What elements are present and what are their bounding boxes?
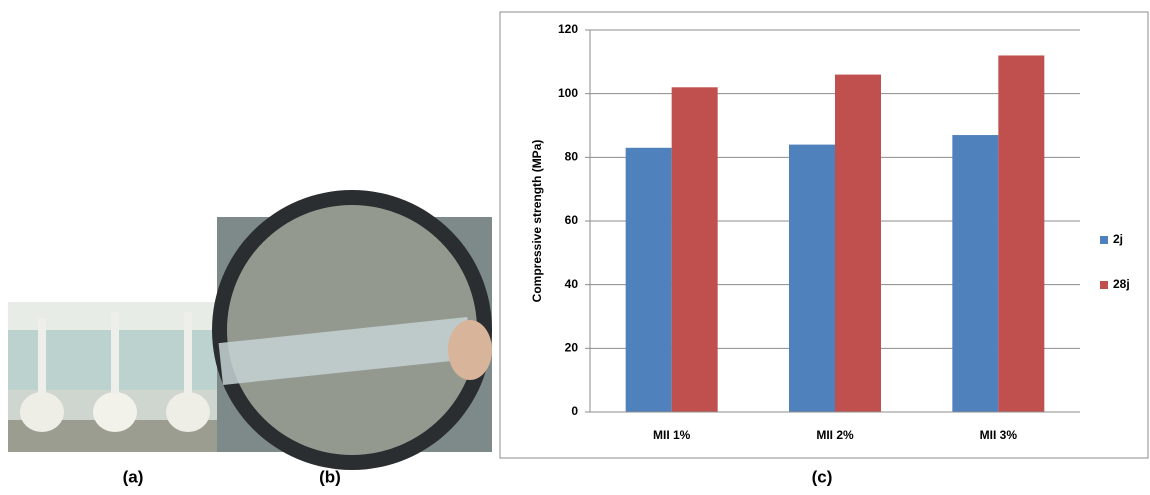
y-tick-label: 0 — [571, 404, 578, 418]
bar — [789, 145, 835, 412]
bar — [626, 148, 672, 412]
bar — [952, 135, 998, 412]
y-tick-label: 80 — [565, 150, 579, 164]
legend-label: 2j — [1113, 232, 1123, 246]
y-axis-title: Compressive strength (MPa) — [530, 140, 544, 303]
y-tick-label: 60 — [565, 213, 579, 227]
x-tick-label: MII 2% — [816, 428, 854, 442]
bar — [998, 55, 1044, 412]
legend-swatch — [1100, 281, 1108, 289]
bar — [672, 87, 718, 412]
photo-flow-table — [212, 190, 492, 470]
x-tick-label: MII 3% — [980, 428, 1018, 442]
y-tick-label: 120 — [558, 22, 578, 36]
x-tick-label: MII 1% — [653, 428, 691, 442]
photo-flasks — [8, 302, 217, 452]
y-tick-label: 20 — [565, 341, 579, 355]
figure: Compressive strength (MPa) (a) (b) (c) 0… — [0, 0, 1150, 490]
caption: (c) — [812, 467, 833, 486]
legend-swatch — [1100, 236, 1108, 244]
legend-label: 28j — [1113, 277, 1130, 291]
y-tick-label: 100 — [558, 86, 578, 100]
caption: (b) — [319, 467, 341, 486]
bar — [835, 75, 881, 412]
y-tick-label: 40 — [565, 277, 579, 291]
caption: (a) — [123, 467, 144, 486]
